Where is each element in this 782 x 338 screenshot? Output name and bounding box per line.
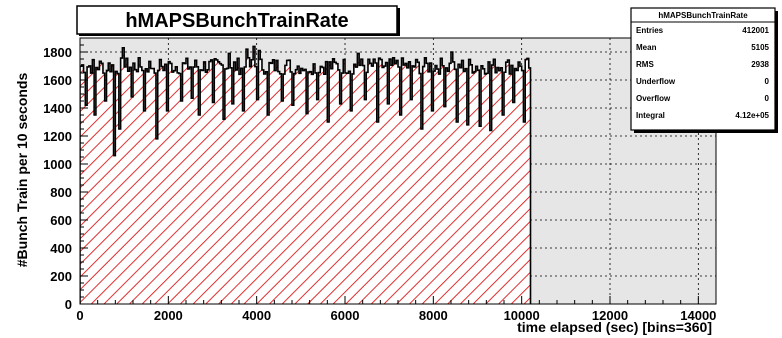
histogram-fill <box>80 46 531 304</box>
stats-label: Mean <box>636 43 657 52</box>
x-tick-label: 0 <box>76 308 83 323</box>
y-tick-label: 1200 <box>43 129 72 144</box>
y-tick-label: 1000 <box>43 157 72 172</box>
x-tick-label: 12000 <box>592 308 628 323</box>
histogram-outline <box>80 45 532 304</box>
x-tick-label: 2000 <box>154 308 183 323</box>
x-tick-label: 8000 <box>419 308 448 323</box>
x-axis-title: time elapsed (sec) [bins=360] <box>517 319 712 335</box>
stats-label: RMS <box>636 60 654 69</box>
y-axis: 0 200 400 600 800 1000 1200 1400 1600 1800 <box>43 37 88 312</box>
chart-title-box: hMAPSBunchTrainRate <box>76 5 400 36</box>
x-tick-label: 10000 <box>504 308 540 323</box>
stats-value: 0 <box>765 77 770 86</box>
y-axis-title: #Bunch Train per 10 seconds <box>14 73 30 268</box>
stats-value: 2938 <box>751 60 769 69</box>
stats-label: Integral <box>636 111 665 120</box>
y-tick-label: 400 <box>50 241 72 256</box>
chart-title: hMAPSBunchTrainRate <box>125 10 348 32</box>
stats-label: Underflow <box>636 77 676 86</box>
y-tick-label: 600 <box>50 213 72 228</box>
stats-value: 5105 <box>751 43 769 52</box>
y-tick-label: 1800 <box>43 45 72 60</box>
x-axis: 0 2000 4000 6000 8000 10000 12000 14000 <box>76 296 717 323</box>
y-tick-label: 1600 <box>43 73 72 88</box>
stats-box: hMAPSBunchTrainRate Entries 412001 Mean 510… <box>630 7 778 133</box>
x-tick-label: 4000 <box>242 308 271 323</box>
y-tick-label: 800 <box>50 185 72 200</box>
stats-value: 412001 <box>742 26 769 35</box>
y-tick-label: 1400 <box>43 101 72 116</box>
stats-label: Overflow <box>636 94 671 103</box>
x-tick-label: 14000 <box>680 308 716 323</box>
stats-title: hMAPSBunchTrainRate <box>658 11 748 20</box>
stats-value: 4.12e+05 <box>735 111 769 120</box>
stats-value: 0 <box>765 94 770 103</box>
y-tick-label: 200 <box>50 269 72 284</box>
x-tick-label: 6000 <box>331 308 360 323</box>
stats-label: Entries <box>636 26 664 35</box>
y-tick-label: 0 <box>65 297 72 312</box>
